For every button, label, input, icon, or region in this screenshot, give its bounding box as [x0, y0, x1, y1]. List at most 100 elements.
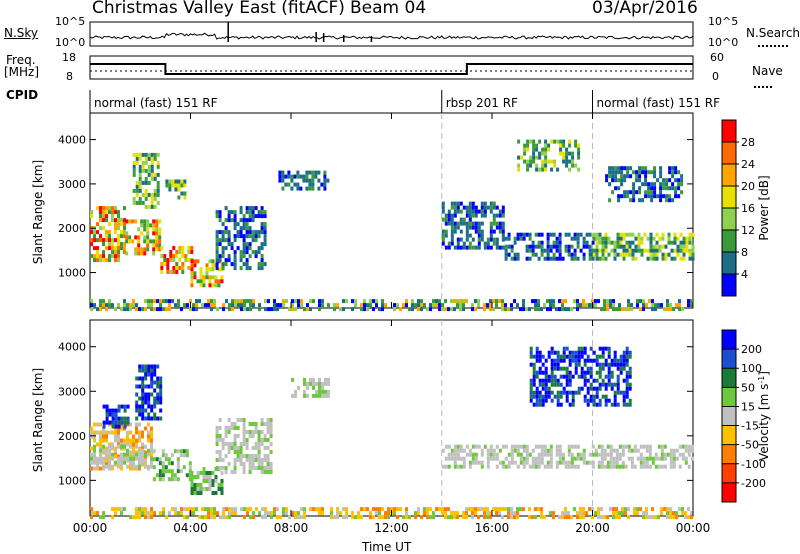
range-gate-cell	[129, 307, 132, 312]
range-gate-cell	[266, 430, 270, 434]
range-gate-cell	[179, 449, 183, 454]
range-gate-cell	[260, 206, 264, 211]
range-gate-cell	[616, 390, 620, 395]
range-gate-cell	[550, 378, 554, 383]
range-gate-cell	[671, 182, 675, 187]
range-gate-cell	[501, 221, 505, 226]
range-gate-cell	[687, 303, 690, 308]
range-gate-cell	[257, 250, 261, 255]
range-gate-cell	[269, 462, 273, 466]
range-gate-cell	[682, 244, 686, 249]
range-gate-cell	[501, 229, 505, 234]
range-gate-cell	[595, 362, 599, 367]
range-gate-cell	[583, 398, 587, 403]
range-gate-cell	[583, 394, 587, 399]
range-gate-cell	[619, 358, 623, 363]
range-gate-cell	[681, 444, 685, 449]
range-gate-cell	[227, 214, 231, 219]
range-gate-cell	[565, 390, 569, 395]
range-gate-cell	[537, 299, 540, 304]
range-gate-cell	[249, 299, 252, 304]
range-gate-cell	[214, 479, 218, 483]
range-gate-cell	[144, 180, 148, 185]
range-gate-cell	[553, 378, 557, 383]
range-gate-cell	[619, 370, 623, 375]
range-gate-cell	[405, 515, 408, 520]
range-gate-cell	[369, 299, 372, 304]
range-gate-cell	[99, 238, 102, 243]
range-gate-cell	[245, 210, 249, 215]
range-gate-cell	[288, 307, 291, 312]
range-gate-cell	[396, 303, 399, 308]
range-gate-cell	[156, 380, 160, 385]
range-gate-cell	[269, 434, 273, 438]
range-gate-cell	[588, 507, 591, 512]
nsky-lo-tick: 10^0	[55, 36, 86, 49]
range-gate-cell	[224, 226, 228, 231]
range-gate-cell	[227, 210, 231, 215]
range-gate-cell	[612, 515, 615, 520]
range-gate-cell	[492, 456, 496, 461]
range-gate-cell	[606, 452, 610, 457]
range-gate-cell	[531, 464, 535, 469]
range-gate-cell	[465, 233, 469, 238]
range-gate-cell	[96, 250, 99, 255]
range-gate-cell	[625, 378, 629, 383]
range-gate-cell	[158, 227, 162, 232]
range-gate-cell	[544, 155, 548, 160]
range-gate-cell	[621, 452, 625, 457]
range-gate-cell	[305, 186, 309, 191]
range-gate-cell	[233, 222, 237, 227]
range-gate-cell	[222, 507, 225, 512]
range-gate-cell	[150, 460, 153, 465]
range-gate-cell	[269, 430, 273, 434]
range-gate-cell	[236, 434, 240, 438]
range-gate-cell	[621, 307, 624, 312]
range-gate-cell	[257, 462, 261, 466]
range-gate-cell	[224, 206, 228, 211]
range-gate-cell	[556, 350, 560, 355]
range-gate-cell	[102, 210, 105, 215]
range-gate-cell	[123, 424, 127, 429]
range-gate-cell	[345, 515, 348, 520]
range-gate-cell	[615, 460, 619, 465]
range-gate-cell	[529, 378, 533, 383]
range-gate-cell	[239, 446, 243, 450]
range-gate-cell	[592, 402, 596, 407]
nave-hi-tick: 60	[710, 51, 724, 64]
range-gate-cell	[571, 374, 575, 379]
range-gate-cell	[202, 467, 206, 471]
range-gate-cell	[208, 483, 212, 487]
range-gate-cell	[616, 358, 620, 363]
range-gate-cell	[152, 449, 156, 454]
range-gate-cell	[363, 507, 366, 512]
range-gate-cell	[132, 438, 135, 443]
range-gate-cell	[260, 222, 264, 227]
range-gate-cell	[128, 239, 132, 244]
range-gate-cell	[547, 394, 551, 399]
range-gate-cell	[93, 303, 96, 308]
range-gate-cell	[225, 507, 228, 512]
range-gate-cell	[345, 511, 348, 516]
range-gate-cell	[534, 507, 537, 512]
range-gate-cell	[180, 511, 183, 516]
range-gate-cell	[534, 232, 538, 237]
range-gate-cell	[471, 303, 474, 308]
range-gate-cell	[516, 511, 519, 516]
range-gate-cell	[632, 190, 636, 195]
range-gate-cell	[634, 236, 638, 241]
range-gate-cell	[465, 213, 469, 218]
range-gate-cell	[138, 448, 141, 453]
range-gate-cell	[108, 222, 111, 227]
range-gate-cell	[144, 450, 147, 455]
range-gate-cell	[345, 299, 348, 304]
range-gate-cell	[296, 174, 300, 179]
range-gate-cell	[629, 190, 633, 195]
range-gate-cell	[318, 299, 321, 304]
range-gate-cell	[90, 307, 93, 312]
range-gate-cell	[676, 248, 680, 253]
range-gate-cell	[417, 507, 420, 512]
range-gate-cell	[417, 511, 420, 516]
range-gate-cell	[652, 236, 656, 241]
range-gate-cell	[605, 178, 609, 183]
